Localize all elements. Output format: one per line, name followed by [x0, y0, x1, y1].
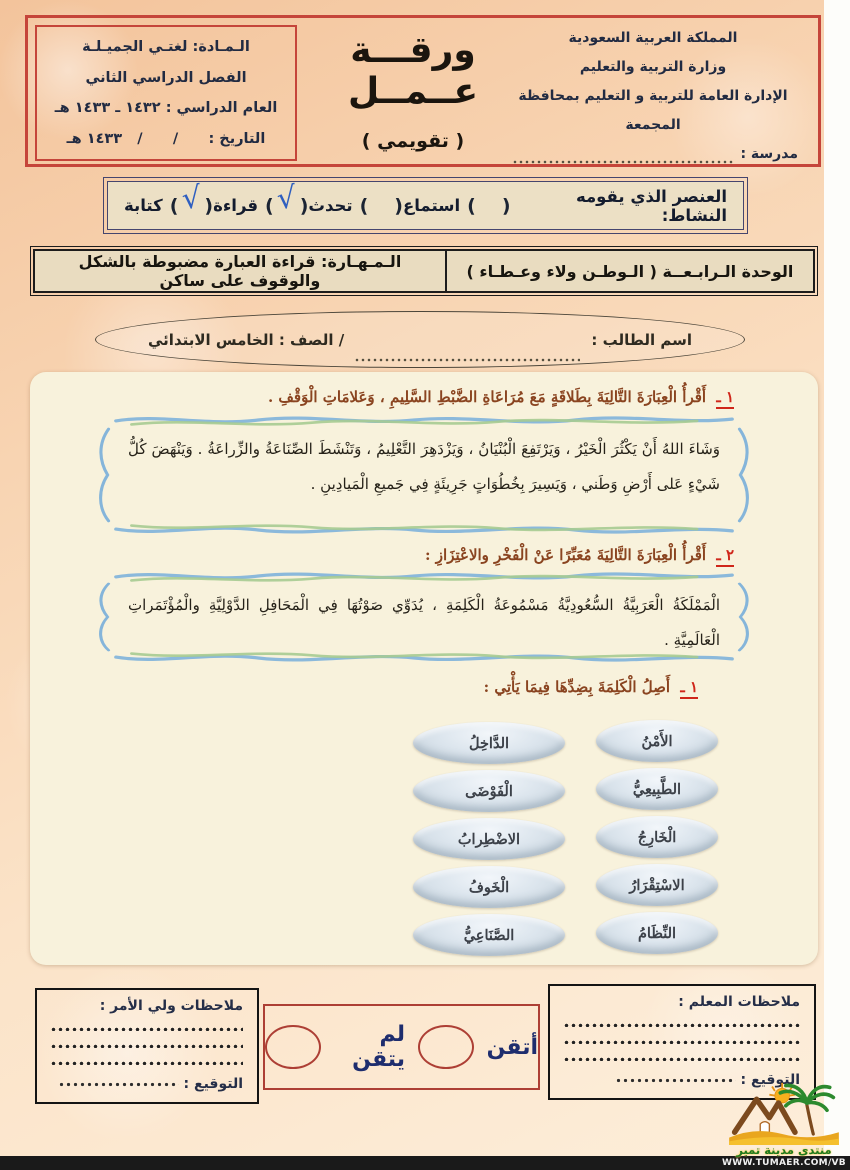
question-1-heading: ١ ـ أَقْرأُ الْعِبَارَةَ التَّالِيَةَ بِ…: [85, 372, 734, 409]
parent-notes-box: ملاحظات ولي الأمر : التوقيع :: [35, 988, 259, 1104]
question-1-number: ١ ـ: [716, 388, 734, 409]
logo-site-url[interactable]: WWW.TUMAER.COM/VB: [722, 1158, 846, 1168]
passage-box-2: الْمَمْلَكَةُ الْعَرَبِيَّةُ السُّعُودِي…: [99, 572, 749, 662]
parent-signature-blank[interactable]: [58, 1082, 179, 1087]
word-oval-tabiee[interactable]: الطَّبِيعِيُّ: [596, 768, 718, 810]
activity-option-listening: () استماع: [403, 195, 511, 217]
wavy-border-bottom-icon: [114, 652, 734, 662]
word-oval-sinai[interactable]: الصَّنَاعِيُّ: [413, 914, 565, 956]
parent-notes-line[interactable]: [51, 1027, 243, 1031]
match-column-left: الدَّاخِلُ الْفَوْضَى الاضْطِرابُ الْخَو…: [413, 722, 565, 956]
wavy-border-left-icon: [99, 582, 111, 652]
activity-option-speaking: () تحدث: [308, 195, 403, 217]
teacher-notes-line[interactable]: [564, 1023, 800, 1027]
word-oval-amn[interactable]: الأَمْنُ: [596, 720, 718, 762]
parent-signature-label: التوقيع :: [183, 1076, 243, 1092]
school-row: مدرسة :: [494, 140, 812, 169]
option-label-writing: كتابة: [124, 196, 163, 215]
wavy-border-right-icon: [737, 582, 749, 652]
student-class-label: / الصف : الخامس الابتدائي: [148, 330, 345, 349]
ministry-line-3: الإدارة العامة للتربية و التعليم بمحافظة…: [518, 88, 788, 133]
year-line: العام الدراسي : ١٤٣٢ ـ ١٤٣٣ هـ: [54, 100, 278, 117]
passage-1-text: وَشَاءَ اللهُ أَنْ يَكْثُرَ الْخَيْرُ ، …: [128, 440, 720, 493]
match-column-right: الأَمْنُ الطَّبِيعِيُّ الْخَارِجُ الاسْت…: [596, 720, 718, 954]
parent-notes-title: ملاحظات ولي الأمر :: [99, 998, 243, 1014]
passage-box-1: وَشَاءَ اللهُ أَنْ يَكْثُرَ الْخَيْرُ ، …: [99, 416, 749, 534]
result-box: أتقن لم يتقن: [263, 1004, 540, 1090]
skill-cell: الـمـهـارة: قراءة العبارة مضبوطة بالشكل …: [78, 252, 402, 290]
checkbox-writing[interactable]: (√): [169, 180, 214, 217]
question-2-text: أَقْرأُ الْعِبَارَةَ التَّالِيَةَ مُعَبِ…: [425, 546, 707, 564]
question-3-text: أَصِلُ الْكَلِمَةَ بِضِدِّهَا فِيمَا يَأ…: [483, 678, 671, 696]
result-fail-label: لم يتقن: [352, 1022, 406, 1072]
teacher-notes-line[interactable]: [564, 1057, 800, 1061]
scan-bottom-strip: [0, 1156, 850, 1170]
option-label-listening: استماع: [402, 196, 461, 215]
activity-option-writing: (√) كتابة: [124, 180, 214, 223]
ministry-line-2: وزارة التربية والتعليم: [579, 59, 727, 75]
result-fail-oval[interactable]: [264, 1025, 321, 1069]
parent-signature-row: التوقيع :: [51, 1076, 243, 1092]
passage-2-text: الْمَمْلَكَةُ الْعَرَبِيَّةُ السُّعُودِي…: [128, 596, 720, 649]
unit-cell: الوحدة الـرابـعــة ( الـوطـن ولاء وعـطـا…: [444, 251, 813, 291]
ministry-line-1: المملكة العربية السعودية: [568, 30, 738, 46]
word-oval-idtirab[interactable]: الاضْطِرابُ: [413, 818, 565, 860]
unit-skill-bar-inner: الوحدة الـرابـعــة ( الـوطـن ولاء وعـطـا…: [33, 249, 815, 293]
mountain-palm-logo-icon: [729, 1082, 839, 1145]
student-name-label: اسم الطالب :: [591, 330, 692, 349]
site-logo: منتدى مدينة تمير WWW.TUMAER.COM/VB: [720, 1081, 848, 1170]
activity-bar: العنصر الذي يقومه النشاط: () استماع () ت…: [103, 177, 748, 234]
header: الـمـادة: لغتـي الجميـلـة الفصل الدراسي …: [25, 15, 821, 167]
school-label: مدرسة :: [740, 146, 798, 162]
header-title: ورقـــة عــمــل ( تقويمي ): [290, 30, 536, 152]
date-field[interactable]: التاريخ : / / ١٤٣٣ هـ: [66, 130, 266, 147]
question-2-number: ٢ ـ: [716, 546, 734, 567]
student-info-oval: اسم الطالب : / الصف : الخامس الابتدائي: [95, 311, 745, 368]
question-3-number: ١ ـ: [680, 678, 698, 699]
wavy-border-top-icon: [114, 572, 734, 582]
question-3-heading: ١ ـ أَصِلُ الْكَلِمَةَ بِضِدِّهَا فِيمَا…: [85, 660, 698, 699]
result-pass-oval[interactable]: [418, 1025, 474, 1069]
wavy-border-right-icon: [737, 427, 749, 523]
header-info-box: الـمـادة: لغتـي الجميـلـة الفصل الدراسي …: [35, 25, 297, 161]
logo-site-name: منتدى مدينة تمير: [736, 1143, 832, 1157]
term-line: الفصل الدراسي الثاني: [85, 69, 247, 86]
question-1-text: أَقْرأُ الْعِبَارَةَ التَّالِيَةَ بِطَلا…: [267, 388, 707, 406]
result-pass-label: أتقن: [486, 1034, 538, 1060]
word-oval-istiqrar[interactable]: الاسْتِقْرَارُ: [596, 864, 718, 906]
word-oval-fawda[interactable]: الْفَوْضَى: [413, 770, 565, 812]
checkbox-speaking[interactable]: (): [359, 194, 403, 217]
option-label-reading: قراءة: [213, 196, 259, 215]
checkbox-listening[interactable]: (): [467, 194, 511, 217]
teacher-notes-box: ملاحظات المعلم : التوقيع :: [548, 984, 816, 1100]
worksheet-title: ورقـــة عــمــل: [347, 30, 479, 112]
parent-notes-line[interactable]: [51, 1061, 243, 1065]
scan-white-margin: [824, 0, 850, 1170]
teacher-notes-title: ملاحظات المعلم :: [678, 994, 800, 1010]
activity-bar-inner: العنصر الذي يقومه النشاط: () استماع () ت…: [107, 180, 744, 230]
activity-option-reading: (√) قراءة: [213, 180, 309, 223]
activity-label: العنصر الذي يقومه النشاط:: [575, 186, 727, 225]
worksheet-subtitle: ( تقويمي ): [361, 130, 465, 152]
checkbox-reading[interactable]: (√): [265, 180, 309, 217]
word-oval-kharij[interactable]: الْخَارِجُ: [596, 816, 718, 858]
main-content-panel: ١ ـ أَقْرأُ الْعِبَارَةَ التَّالِيَةَ بِ…: [30, 372, 818, 965]
subject-line: الـمـادة: لغتـي الجميـلـة: [82, 39, 250, 56]
word-oval-khawf[interactable]: الْخَوفُ: [413, 866, 565, 908]
ministry-block: المملكة العربية السعودية وزارة التربية و…: [494, 24, 812, 169]
school-name-blank[interactable]: [513, 160, 736, 164]
option-label-speaking: تحدث: [308, 196, 353, 215]
word-oval-dakhil[interactable]: الدَّاخِلُ: [413, 722, 565, 764]
student-name-blank[interactable]: [355, 358, 581, 362]
teacher-signature-blank[interactable]: [615, 1078, 736, 1083]
question-2-heading: ٢ ـ أَقْرأُ الْعِبَارَةَ التَّالِيَةَ مُ…: [85, 532, 734, 567]
wavy-border-top-icon: [114, 416, 734, 426]
wavy-border-left-icon: [99, 427, 111, 523]
word-oval-nizam[interactable]: النِّظَامُ: [596, 912, 718, 954]
unit-skill-bar: الوحدة الـرابـعــة ( الـوطـن ولاء وعـطـا…: [30, 246, 818, 296]
wavy-border-bottom-icon: [114, 524, 734, 534]
teacher-notes-line[interactable]: [564, 1040, 800, 1044]
parent-notes-line[interactable]: [51, 1044, 243, 1048]
